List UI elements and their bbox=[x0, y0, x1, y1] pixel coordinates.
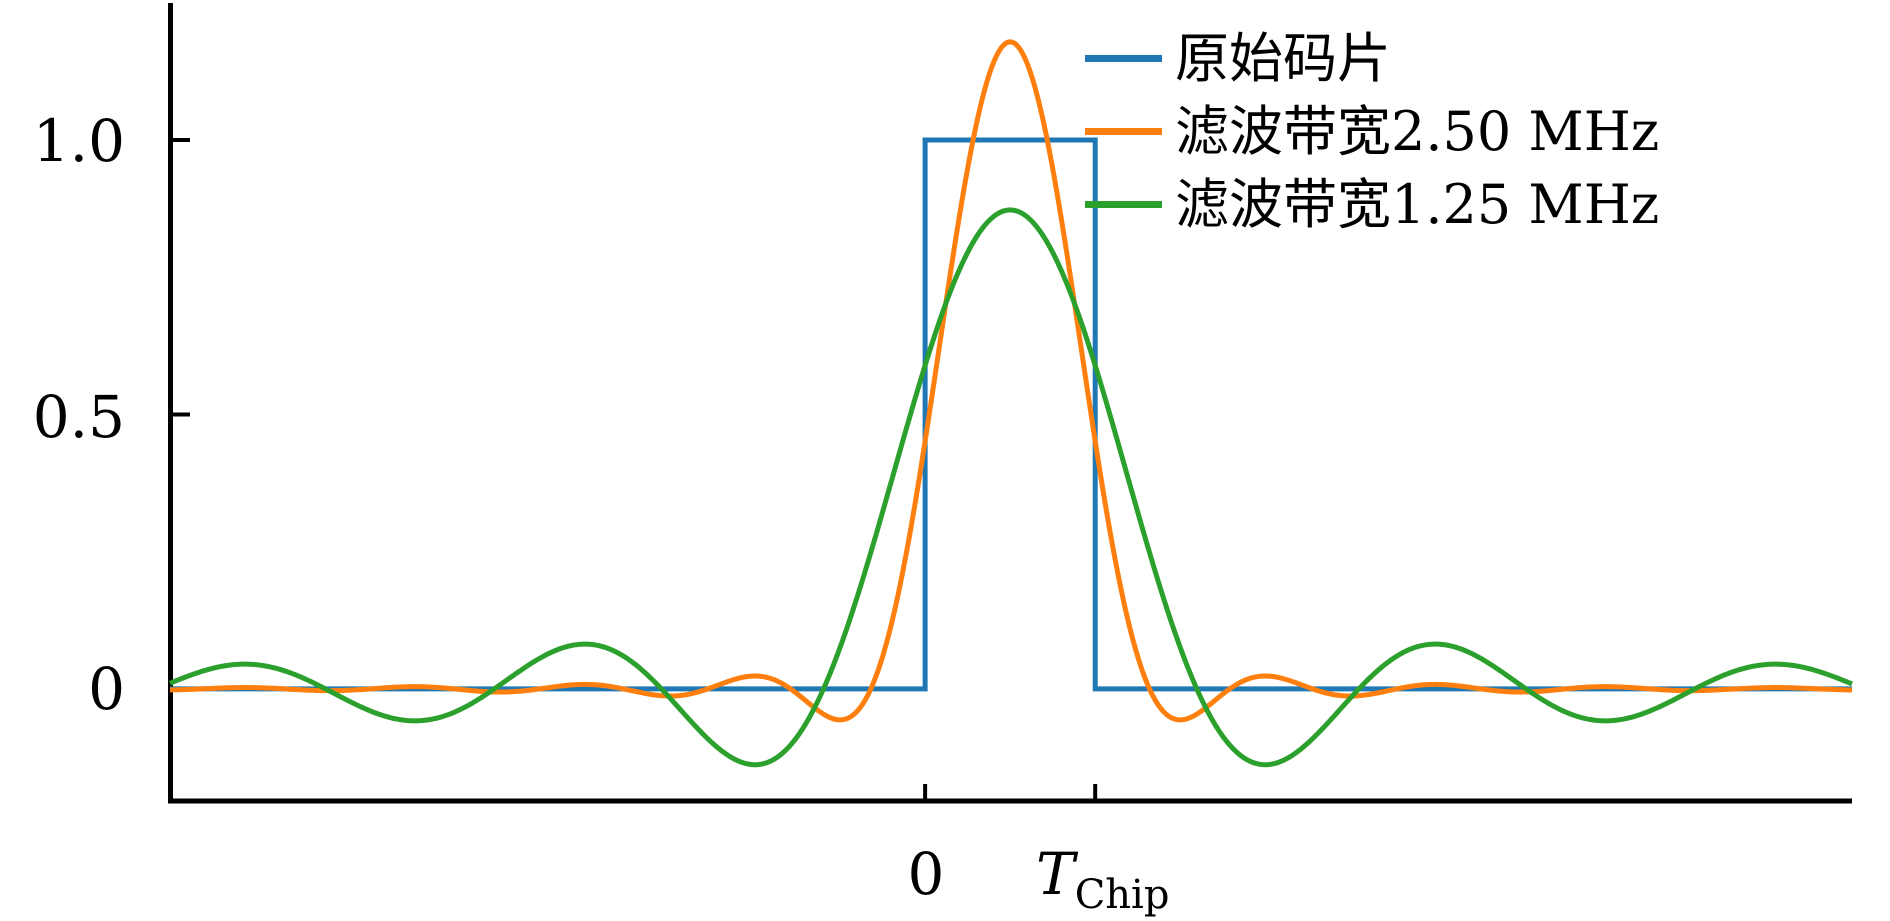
legend: 原始码片 滤波带宽2.50 MHz 滤波带宽1.25 MHz bbox=[1085, 22, 1659, 241]
series-line-0 bbox=[170, 137, 1852, 692]
y-tick-label-0: 0 bbox=[88, 655, 125, 723]
series-line-2 bbox=[169, 207, 1853, 768]
legend-item-original-chip: 原始码片 bbox=[1085, 22, 1659, 95]
y-tick-label-1_0: 1.0 bbox=[32, 107, 125, 175]
legend-label: 滤波带宽1.25 MHz bbox=[1175, 172, 1660, 236]
legend-label: 滤波带宽2.50 MHz bbox=[1175, 99, 1660, 163]
legend-item-bw-2-50: 滤波带宽2.50 MHz bbox=[1085, 95, 1659, 168]
x-tick-label-0: 0 bbox=[907, 840, 945, 908]
tchip-symbol: T bbox=[1036, 840, 1075, 908]
series-line-1 bbox=[169, 39, 1853, 723]
legend-line-sample-orange bbox=[1085, 128, 1162, 135]
tchip-subscript: Chip bbox=[1074, 872, 1170, 918]
y-tick-label-0_5: 0.5 bbox=[32, 383, 125, 451]
x-tick-label-tchip: TChip bbox=[1036, 845, 1169, 915]
legend-item-bw-1-25: 滤波带宽1.25 MHz bbox=[1085, 168, 1659, 241]
legend-label: 原始码片 bbox=[1175, 26, 1391, 90]
legend-line-sample-green bbox=[1085, 201, 1162, 208]
legend-line-sample-blue bbox=[1085, 55, 1162, 62]
